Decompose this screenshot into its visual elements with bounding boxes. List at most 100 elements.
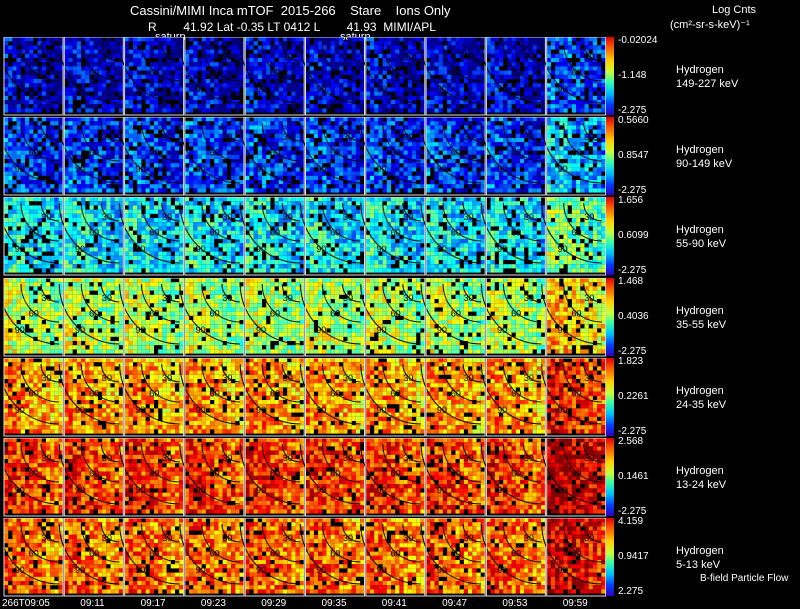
heatmap-cell — [592, 167, 598, 172]
heatmap-cell — [4, 167, 9, 172]
heatmap-cell — [72, 95, 77, 100]
heatmap-cell — [170, 205, 175, 210]
heatmap-cell — [8, 235, 13, 240]
heatmap-cell — [118, 104, 124, 109]
heatmap-cell — [588, 125, 593, 130]
heatmap-cell — [472, 171, 477, 176]
heatmap-cell — [193, 125, 198, 130]
heatmap-cell — [370, 108, 375, 113]
heatmap-cell — [343, 150, 348, 155]
contour-label: 60 — [210, 147, 220, 157]
heatmap-cell — [12, 247, 17, 252]
heatmap-cell — [588, 163, 593, 168]
heatmap-cell — [97, 70, 103, 75]
heatmap-cell — [133, 171, 138, 176]
heatmap-cell — [334, 37, 340, 42]
heatmap-cell — [291, 91, 296, 96]
heatmap-cell — [426, 188, 431, 193]
contour-label: 60 — [571, 147, 581, 157]
heatmap-cell — [399, 150, 404, 155]
heatmap-cell — [326, 70, 331, 75]
heatmap-cell — [20, 201, 25, 206]
heatmap-cell — [351, 175, 356, 181]
heatmap-cell — [249, 133, 254, 139]
heatmap-cell — [382, 175, 387, 181]
heatmap-cell — [124, 58, 129, 63]
heatmap-cell — [189, 45, 194, 50]
heatmap-cell — [93, 226, 98, 231]
heatmap-cell — [97, 175, 103, 181]
heatmap-cell — [601, 70, 606, 75]
heatmap-cell — [451, 49, 456, 54]
heatmap-cell — [137, 108, 142, 113]
heatmap-cell — [68, 226, 73, 231]
heatmap-cell — [291, 184, 296, 189]
heatmap-cell — [351, 45, 356, 50]
heatmap-cell — [382, 100, 387, 105]
heatmap-cell — [559, 74, 564, 79]
heatmap-cell — [257, 150, 262, 155]
heatmap-cell — [295, 175, 300, 181]
heatmap-cell — [253, 49, 258, 54]
heatmap-cell — [343, 121, 348, 126]
heatmap-cell — [476, 91, 481, 96]
heatmap-cell — [124, 104, 129, 109]
heatmap-cell — [399, 167, 404, 172]
heatmap-cell — [309, 66, 314, 71]
heatmap-cell — [468, 133, 473, 139]
heatmap-cell — [257, 70, 262, 75]
heatmap-cell — [370, 180, 375, 185]
heatmap-cell — [68, 154, 73, 160]
heatmap-cell — [278, 104, 283, 109]
heatmap-cell — [420, 138, 425, 143]
heatmap-cell — [391, 79, 396, 84]
heatmap-cell — [162, 104, 167, 109]
heatmap-cell — [326, 150, 331, 155]
heatmap-cell — [480, 146, 485, 151]
heatmap-cell — [343, 142, 348, 147]
heatmap-cell — [231, 125, 236, 130]
heatmap-cell — [287, 117, 292, 122]
heatmap-cell — [72, 129, 77, 134]
heatmap-cell — [205, 83, 211, 88]
heatmap-cell — [378, 154, 383, 160]
heatmap-cell — [592, 66, 598, 71]
contour-arc — [360, 123, 421, 184]
heatmap-cell — [559, 87, 564, 92]
heatmap-cell — [239, 45, 244, 50]
heatmap-cell — [365, 184, 370, 189]
heatmap-cell — [179, 87, 184, 92]
heatmap-cell — [110, 133, 115, 139]
heatmap-cell — [133, 79, 138, 84]
heatmap-cell — [37, 163, 42, 168]
heatmap-cell — [162, 150, 167, 155]
heatmap-cell — [468, 37, 473, 42]
heatmap-cell — [430, 163, 435, 168]
heatmap-cell — [442, 146, 448, 151]
heatmap-cell — [50, 171, 55, 176]
heatmap-cell — [299, 58, 304, 63]
heatmap-cell — [584, 108, 589, 113]
heatmap-cell — [162, 205, 167, 210]
heatmap-cell — [33, 146, 38, 151]
heatmap-cell — [89, 121, 94, 126]
heatmap-cell — [511, 45, 516, 50]
heatmap-cell — [360, 104, 365, 109]
heatmap-cell — [299, 70, 304, 75]
contour-arc — [58, 42, 120, 104]
heatmap-cell — [576, 184, 581, 189]
heatmap-cell — [93, 41, 98, 46]
heatmap-cell — [29, 125, 34, 130]
heatmap-cell — [318, 154, 323, 160]
heatmap-cell — [476, 175, 481, 181]
heatmap-cell — [154, 41, 159, 46]
heatmap-cell — [447, 83, 452, 88]
heatmap-cell — [430, 53, 435, 58]
heatmap-cell — [54, 214, 59, 219]
heatmap-cell — [97, 256, 103, 261]
heatmap-cell — [555, 180, 560, 185]
heatmap-cell — [476, 117, 481, 122]
heatmap-cell — [601, 83, 606, 88]
heatmap-cell — [133, 121, 138, 126]
heatmap-cell — [283, 171, 288, 176]
